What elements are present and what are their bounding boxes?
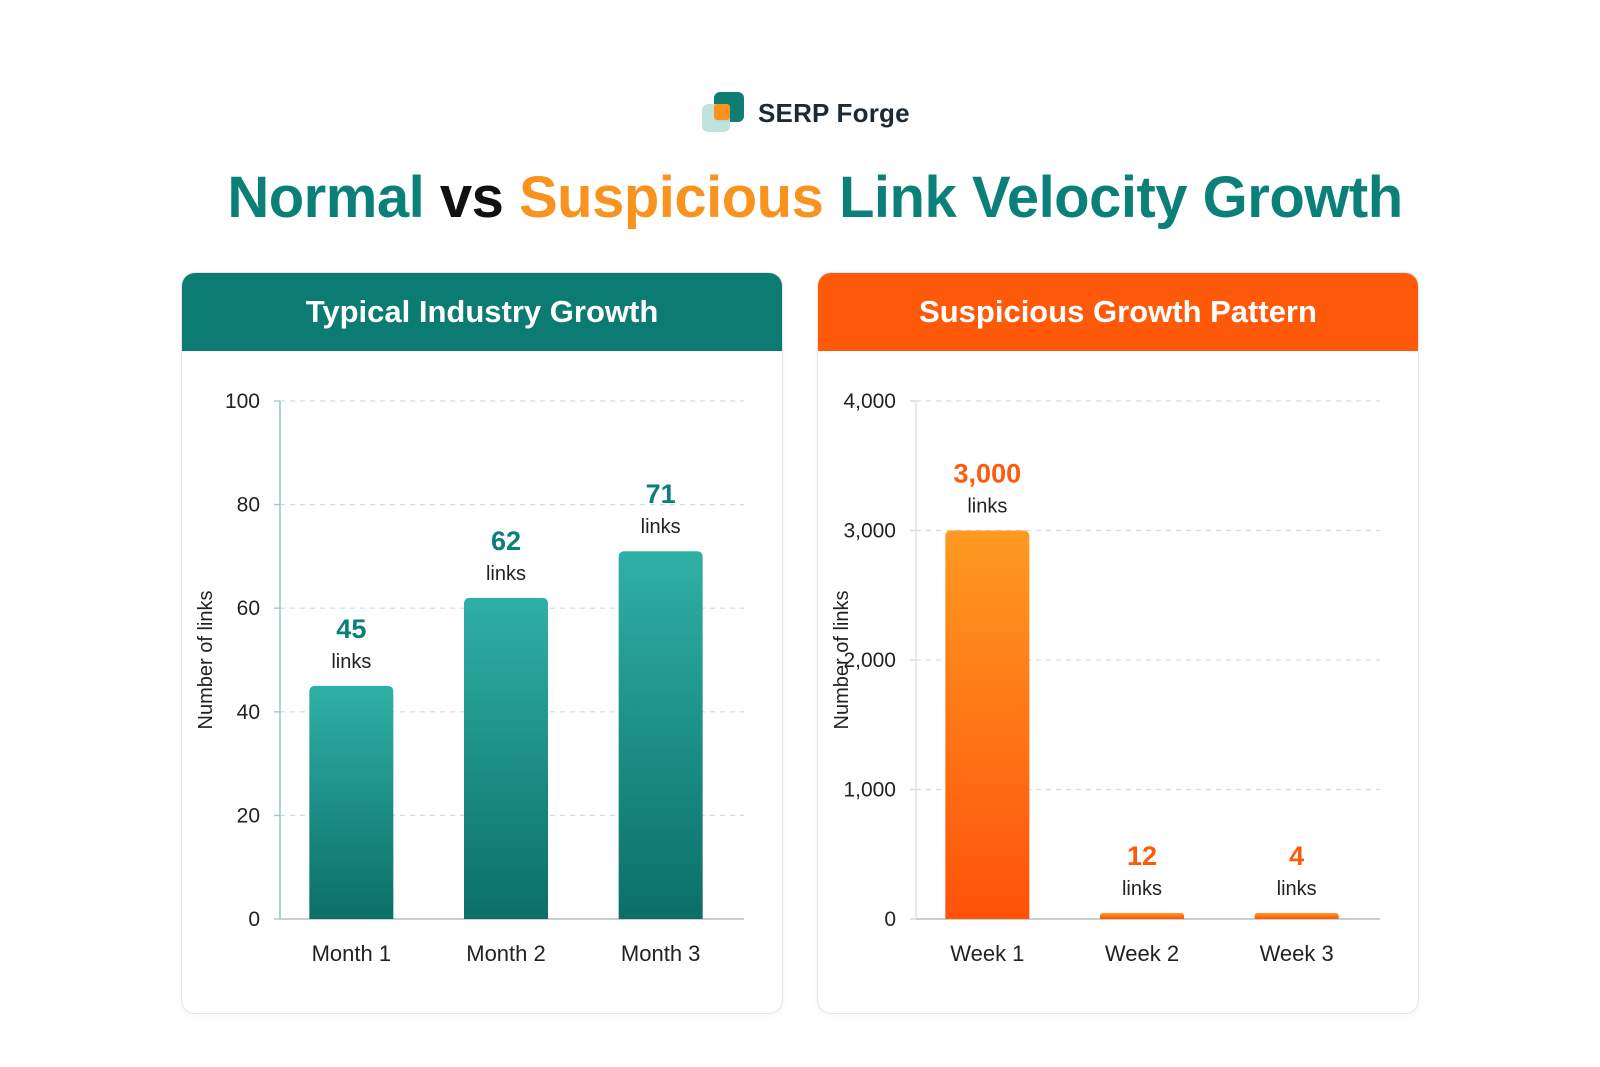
- y-tick-label: 3,000: [843, 520, 896, 543]
- y-tick-label: 40: [237, 701, 260, 724]
- bar-unit-label: links: [1122, 878, 1162, 900]
- brand-name: SERP Forge: [758, 97, 910, 128]
- x-category-label: Month 2: [466, 941, 546, 966]
- bar-value-label: 45: [336, 614, 366, 644]
- title-normal: Normal: [227, 165, 425, 230]
- bar-month-2: [464, 597, 548, 919]
- bar-value-label: 12: [1127, 841, 1157, 871]
- y-tick-label: 20: [237, 804, 260, 827]
- x-category-label: Week 2: [1105, 941, 1179, 966]
- bar-week-1: [945, 530, 1030, 919]
- y-axis-label: Number of links: [195, 591, 217, 730]
- title-vs: vs: [439, 165, 504, 230]
- bar-value-label: 71: [646, 479, 676, 509]
- bar-unit-label: links: [641, 516, 681, 538]
- bar-week-2: [1100, 913, 1184, 919]
- x-category-label: Week 1: [950, 941, 1024, 966]
- title-suspicious: Suspicious: [518, 165, 824, 230]
- y-tick-label: 60: [237, 597, 260, 620]
- y-tick-label: 80: [237, 494, 260, 517]
- title-rest: Link Velocity Growth: [838, 165, 1403, 230]
- y-tick-label: 100: [225, 390, 260, 413]
- y-axis-label: Number of links: [831, 591, 853, 730]
- y-tick-label: 2,000: [843, 649, 896, 672]
- y-tick-label: 1,000: [843, 779, 896, 802]
- bar-value-label: 62: [491, 526, 521, 556]
- chart-suspicious: 0 1,000 2,000 3,000 4,000 Number of links 3,00…: [831, 390, 1380, 966]
- panel-title-normal: Typical Industry Growth: [182, 273, 782, 351]
- bar-week-3: [1254, 913, 1339, 919]
- bar-unit-label: links: [331, 651, 371, 673]
- chart-panel-normal: Typical Industry Growth 0 20 40 60 80 100 Numb…: [181, 272, 783, 1014]
- chart-normal: 0 20 40 60 80 100 Number of links 45 links Month …: [195, 390, 744, 966]
- bar-value-label: 3,000: [954, 459, 1022, 489]
- chart-panel-suspicious: Suspicious Growth Pattern 0 1,000 2,000 3,0…: [817, 272, 1419, 1014]
- y-tick-label: 4,000: [843, 390, 896, 413]
- x-category-label: Month 3: [621, 941, 701, 966]
- bar-month-3: [618, 551, 703, 919]
- page-title: Normal vs Suspicious Link Velocity Growt…: [0, 164, 1600, 231]
- bar-month-1: [309, 685, 394, 919]
- bar-unit-label: links: [967, 496, 1007, 518]
- y-tick-label: 0: [248, 908, 260, 931]
- brand-logo: SERP Forge: [700, 90, 910, 136]
- y-tick-label: 0: [884, 908, 896, 931]
- panel-title-suspicious: Suspicious Growth Pattern: [818, 273, 1418, 351]
- brand-mark-icon: [700, 90, 746, 136]
- x-category-label: Month 1: [312, 941, 392, 966]
- bar-unit-label: links: [486, 563, 526, 585]
- x-category-label: Week 3: [1260, 941, 1334, 966]
- bar-value-label: 4: [1289, 841, 1304, 871]
- bar-unit-label: links: [1277, 878, 1317, 900]
